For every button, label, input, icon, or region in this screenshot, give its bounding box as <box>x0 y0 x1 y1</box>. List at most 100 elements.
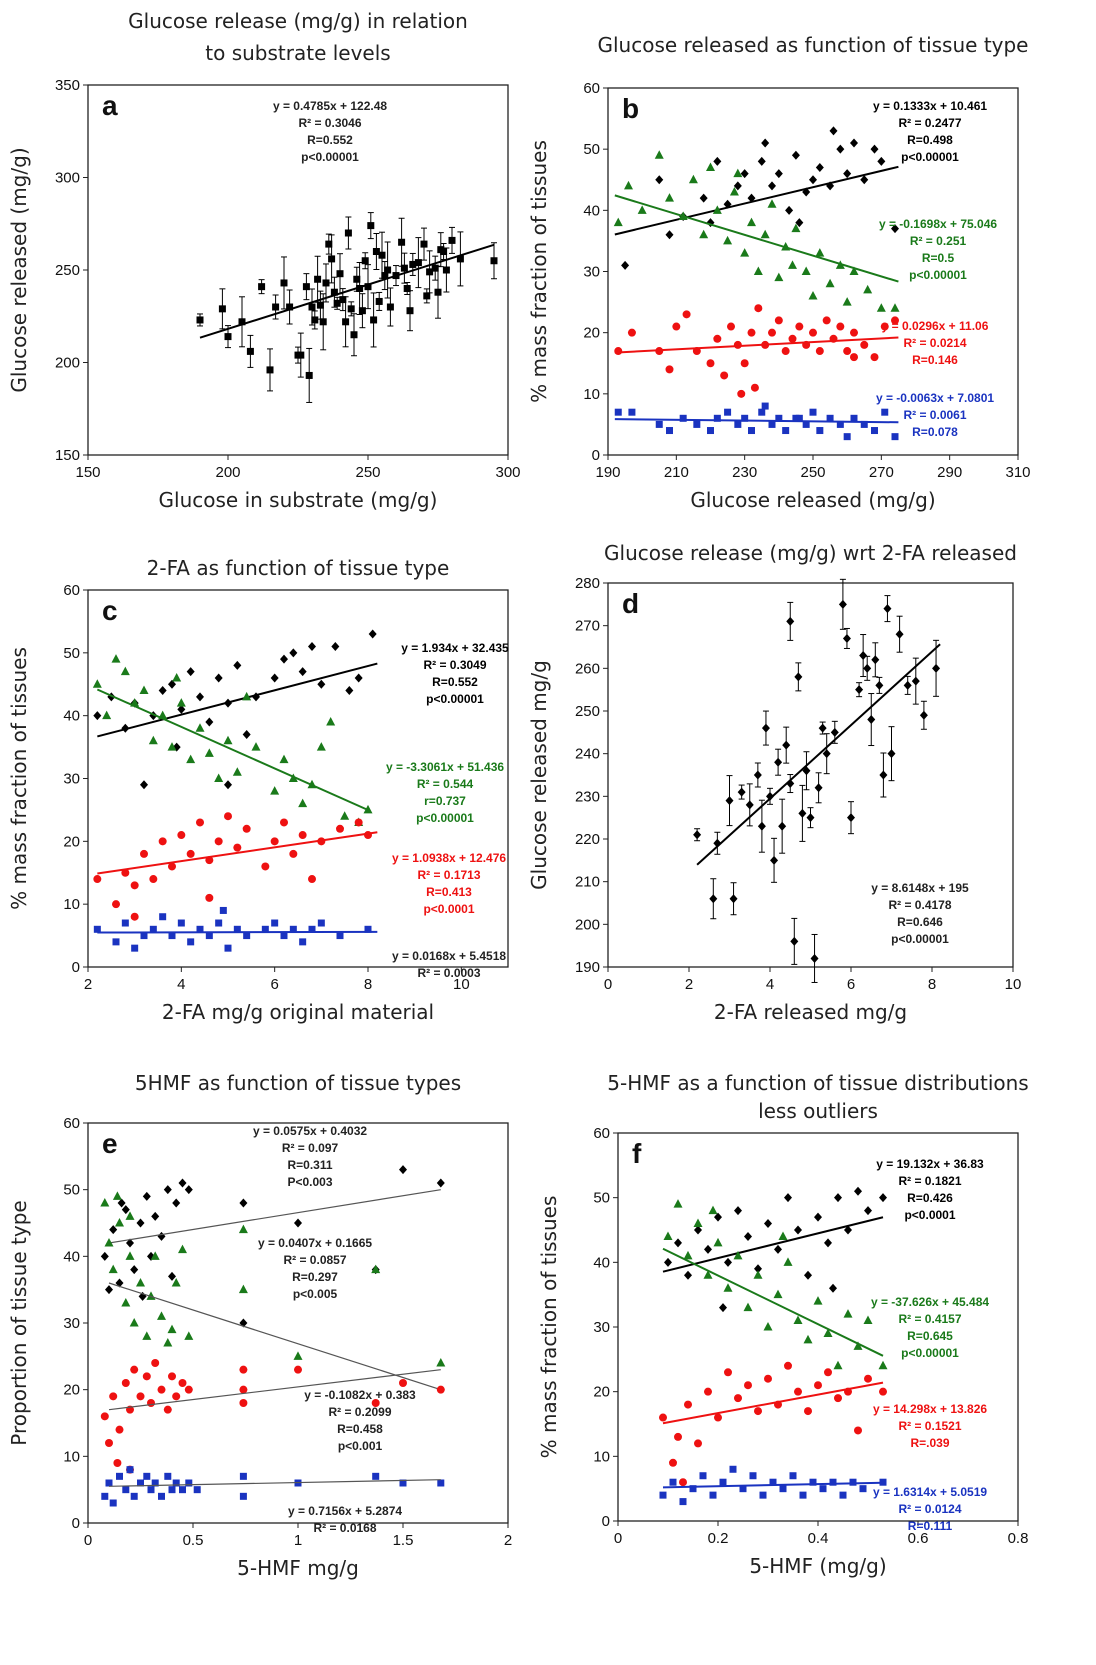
trend-line-b-red <box>614 336 899 354</box>
data-point-f-green <box>753 1270 763 1279</box>
data-point-f-red <box>694 1439 702 1448</box>
data-point-b-black <box>829 126 838 136</box>
equation-e-black: R² = 0.097 <box>282 1141 339 1155</box>
panel-letter-d: d <box>622 588 639 619</box>
data-point-d-black <box>842 633 851 643</box>
data-point-d-black <box>871 655 880 665</box>
data-point-b-green <box>706 162 715 172</box>
data-point-f-green <box>703 1270 713 1279</box>
data-point-e-red <box>130 1365 139 1374</box>
data-point-f-blue <box>759 1491 767 1499</box>
data-point-e-blue <box>168 1486 176 1494</box>
data-point-f-blue <box>799 1491 807 1499</box>
data-point-c-black <box>280 654 288 664</box>
data-point-c-green <box>148 735 158 745</box>
data-point-b-black <box>740 169 749 179</box>
equation-b-green: y = -0.1698x + 75.046 <box>879 217 997 231</box>
data-point-f-black <box>694 1225 702 1235</box>
data-point-e-red <box>115 1425 124 1434</box>
data-point-a-black <box>400 264 408 272</box>
x-tick-label-f: 0.8 <box>1008 1530 1029 1547</box>
equation-e-red: p<0.001 <box>338 1439 383 1453</box>
data-point-e-blue <box>239 1472 247 1480</box>
y-tick-label-d: 220 <box>575 831 600 848</box>
data-point-a-black <box>319 318 327 326</box>
data-point-b-green <box>723 235 733 245</box>
data-point-a-black <box>378 251 386 259</box>
data-point-f-green <box>813 1296 823 1305</box>
data-point-c-green <box>204 748 214 757</box>
data-point-d-black <box>867 715 876 725</box>
y-tick-label-c: 40 <box>63 708 80 725</box>
equation-f-red: R=.039 <box>910 1436 949 1450</box>
data-point-e-green <box>293 1351 303 1360</box>
data-point-a-black <box>409 260 417 268</box>
x-tick-label-f: 0.6 <box>908 1530 929 1547</box>
data-point-e-red <box>121 1379 130 1387</box>
data-point-d-black <box>778 821 787 831</box>
equation-d-black: R=0.646 <box>897 915 943 929</box>
data-point-b-red <box>850 353 858 362</box>
data-point-b-blue <box>628 408 636 416</box>
data-point-c-green <box>223 735 233 745</box>
y-tick-label-a: 350 <box>55 77 80 94</box>
data-point-e-green <box>184 1331 194 1340</box>
equation-c-red: R=0.413 <box>426 885 472 899</box>
data-point-a-black <box>350 331 358 339</box>
x-tick-label-d: 6 <box>847 976 855 993</box>
data-point-b-blue <box>713 414 721 422</box>
data-point-d-black <box>830 727 839 737</box>
x-tick-label-a: 300 <box>495 464 520 481</box>
data-point-f-blue <box>679 1498 687 1506</box>
panel-b: Glucose released as function of tissue t… <box>527 33 1031 512</box>
equation-f-green: p<0.00001 <box>901 1346 959 1360</box>
x-tick-label-c: 8 <box>364 976 372 993</box>
data-point-a-black <box>258 283 266 291</box>
data-point-a-black <box>280 279 288 287</box>
data-point-a-black <box>336 270 344 278</box>
data-point-f-red <box>854 1426 862 1435</box>
data-point-f-green <box>878 1360 888 1370</box>
data-point-e-black <box>136 1218 145 1228</box>
data-point-f-green <box>783 1257 793 1266</box>
data-point-e-green <box>157 1311 166 1320</box>
y-tick-label-a: 150 <box>55 447 80 464</box>
data-point-c-green <box>92 679 102 688</box>
data-point-e-black <box>172 1198 181 1208</box>
y-tick-label-d: 260 <box>575 660 600 677</box>
data-point-b-green <box>740 248 750 257</box>
data-point-f-red <box>794 1387 802 1396</box>
x-axis-label-c: 2-FA mg/g original material <box>162 1000 434 1024</box>
data-point-e-black <box>109 1225 118 1235</box>
data-point-e-green <box>371 1264 381 1274</box>
data-point-e-green <box>142 1331 152 1340</box>
data-point-f-blue <box>769 1478 777 1486</box>
data-point-c-green <box>176 698 186 707</box>
data-point-b-black <box>870 144 879 154</box>
series-c-blue: y = 0.0168x + 5.4518 R² = 0.0003 <box>93 906 506 980</box>
y-tick-label-d: 240 <box>575 746 600 763</box>
equation-a-black: R=0.552 <box>307 133 353 147</box>
data-point-e-red <box>151 1359 160 1367</box>
x-tick-label-f: 0.4 <box>808 1530 829 1547</box>
data-point-b-red <box>843 347 852 356</box>
data-point-b-blue <box>768 420 776 428</box>
data-point-c-green <box>172 672 182 682</box>
equation-e-black: P<0.003 <box>287 1175 332 1189</box>
panel-a: Glucose release (mg/g) in relation to sub… <box>7 9 521 512</box>
data-point-b-blue <box>836 420 844 428</box>
data-point-e-red <box>371 1399 380 1407</box>
data-point-e-red <box>163 1405 172 1414</box>
data-point-c-blue <box>317 919 325 927</box>
series-f-black: y = 19.132x + 36.83 R² = 0.1821 R=0.426 p<0… <box>662 1157 984 1313</box>
data-point-b-blue <box>860 420 868 428</box>
x-axis-label-e: 5-HMF mg/g <box>237 1556 359 1580</box>
data-point-f-blue <box>809 1478 817 1486</box>
data-point-f-blue <box>709 1491 717 1499</box>
data-point-c-black <box>158 686 167 696</box>
data-point-f-red <box>679 1478 687 1487</box>
series-e-black: y = 0.0575x + 0.4032 R² = 0.097 R=0.311 P<0… <box>100 1124 445 1328</box>
equation-c-green: R² = 0.544 <box>417 777 474 791</box>
data-point-c-black <box>308 642 316 652</box>
data-point-a-black <box>364 283 372 291</box>
